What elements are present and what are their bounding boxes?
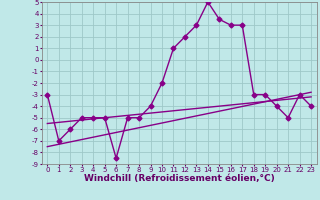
X-axis label: Windchill (Refroidissement éolien,°C): Windchill (Refroidissement éolien,°C) xyxy=(84,174,275,183)
